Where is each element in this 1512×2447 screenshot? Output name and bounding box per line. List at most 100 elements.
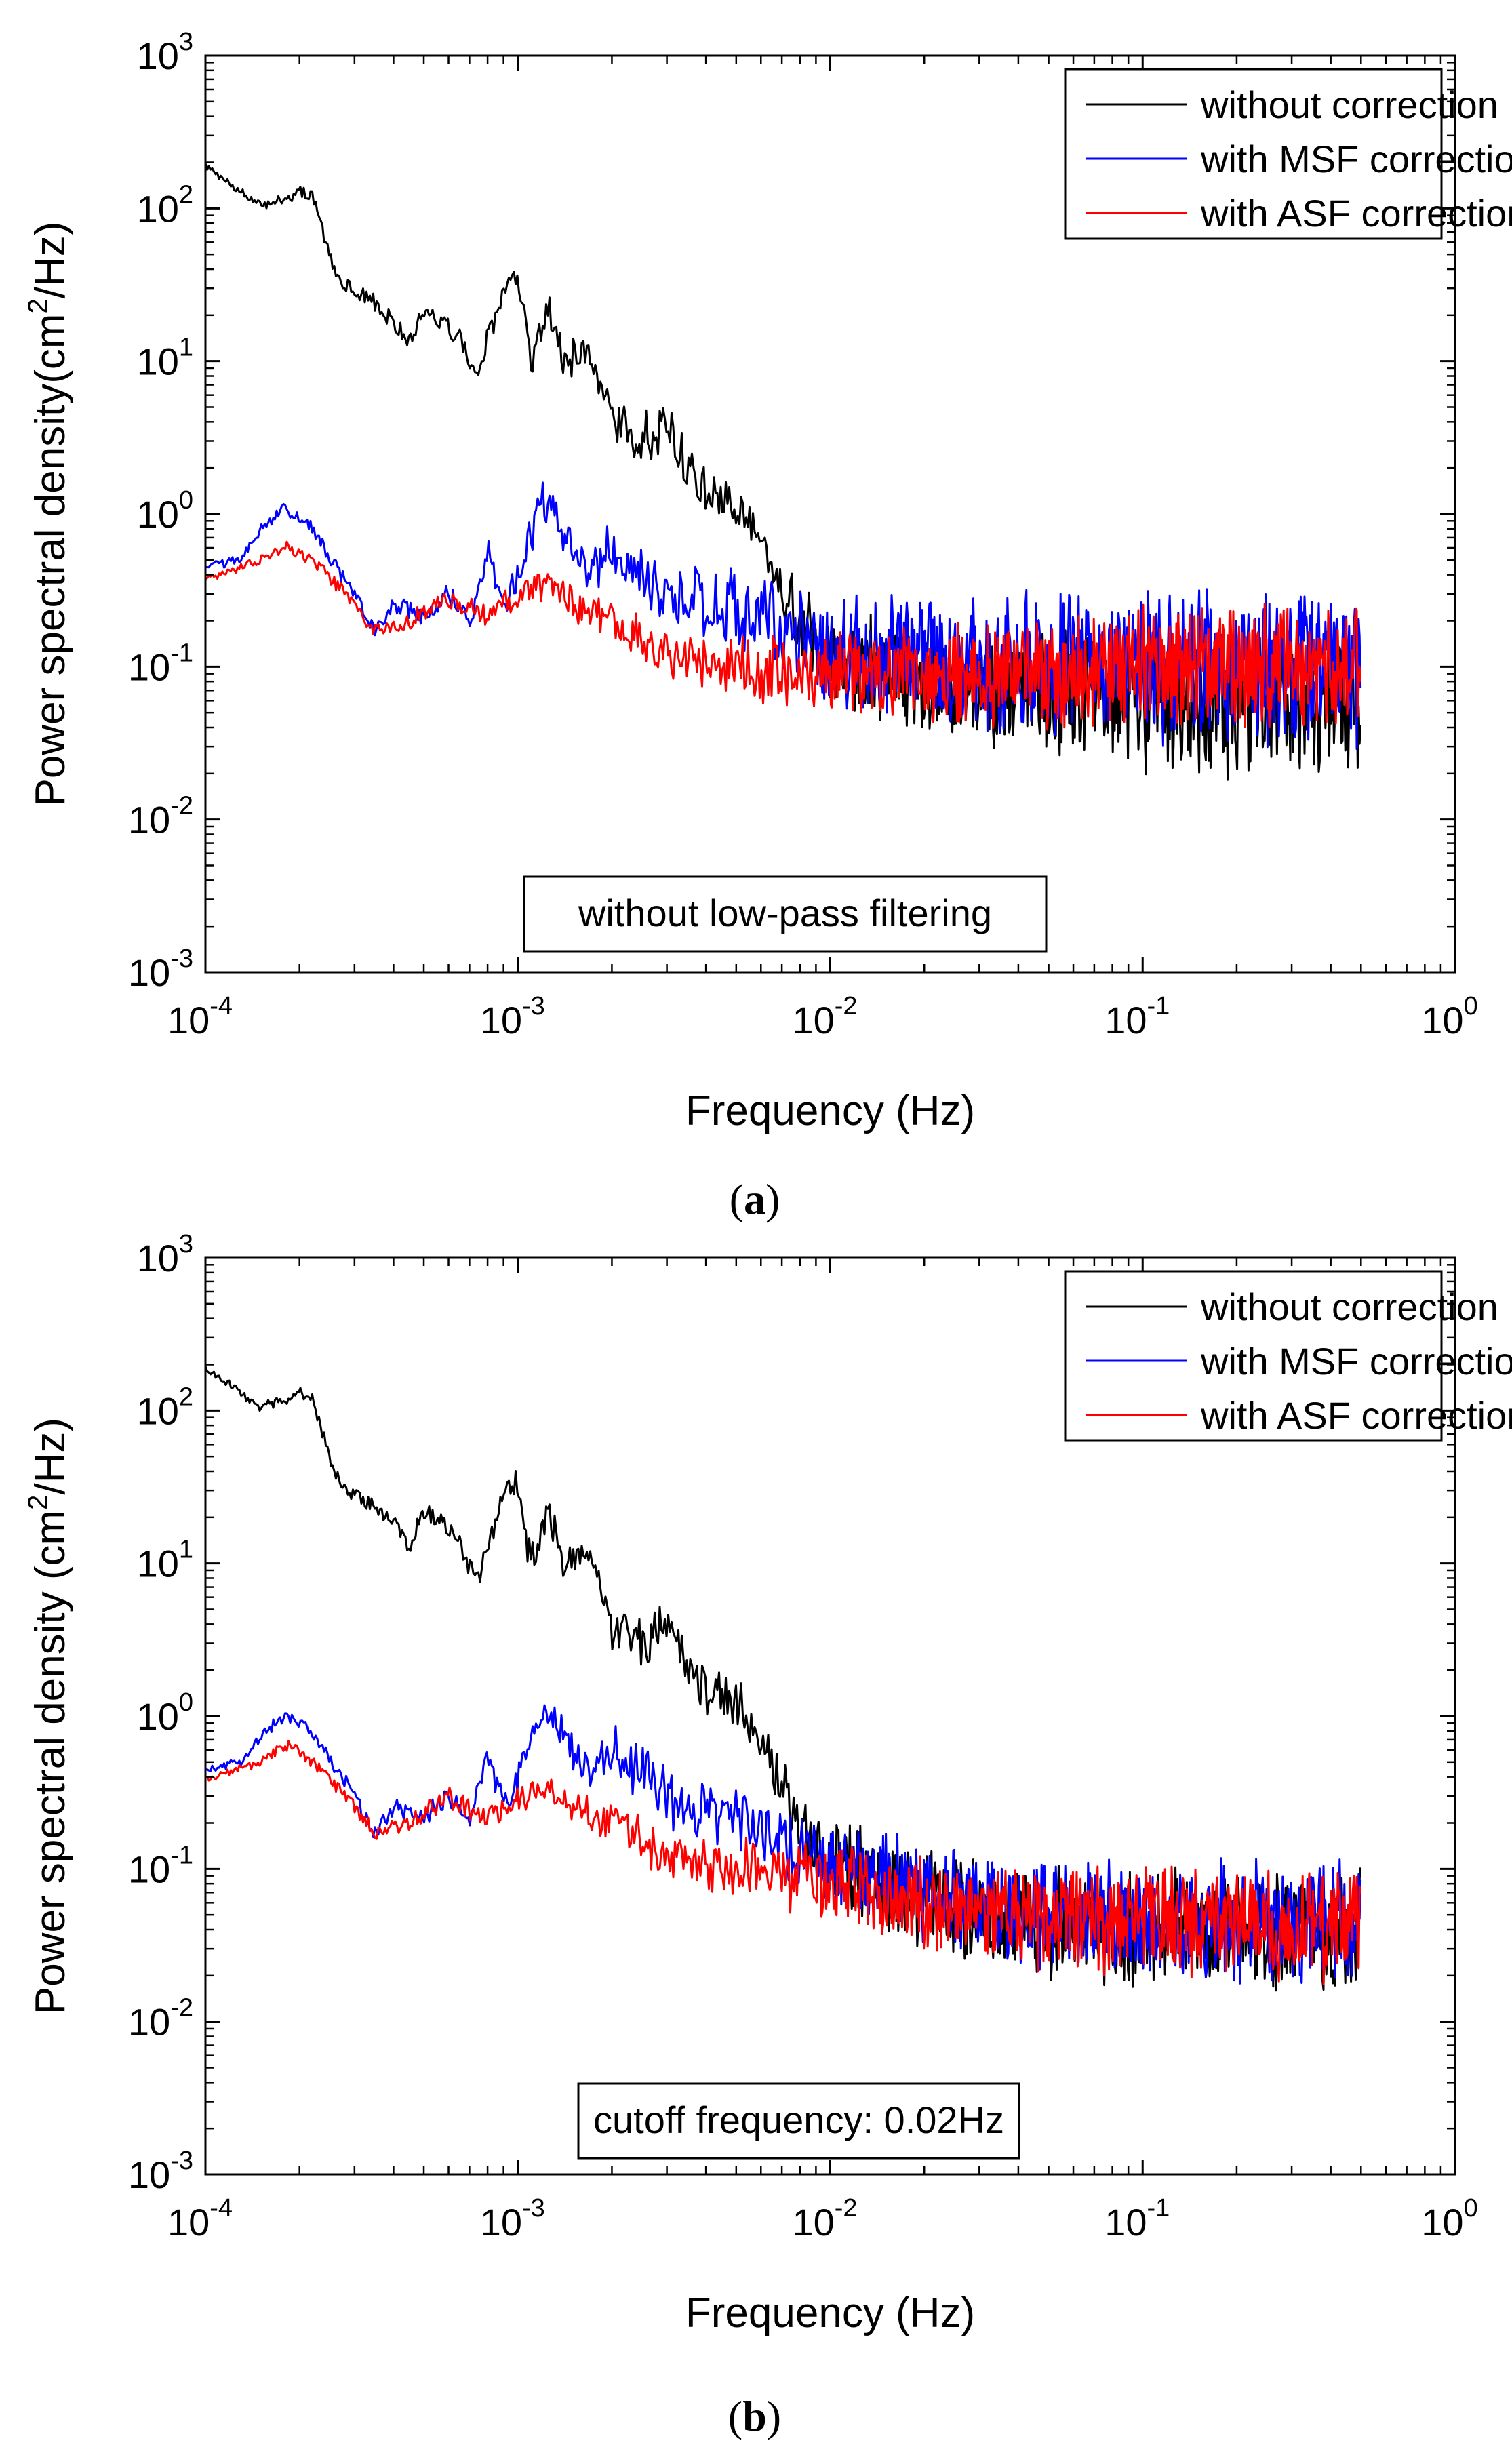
x-tick-base: 10: [167, 2201, 210, 2244]
y-tick-base: 10: [128, 2153, 170, 2196]
legend-box: [1064, 1270, 1443, 1442]
series-group: [205, 163, 1362, 781]
y-tick-label: 102: [137, 1382, 193, 1432]
x-tick-exp: -2: [835, 992, 858, 1020]
x-tick-exp: -1: [1147, 992, 1170, 1020]
chart-panel-a: 10-4 10-3 10-2 10-1 10010-310-210-1100101102…: [23, 28, 1512, 1223]
legend-label-without: without correction: [1200, 83, 1498, 126]
x-tick-label: 100: [1421, 992, 1477, 1041]
y-tick-label: 100: [137, 486, 193, 536]
y-tick-label: 10-2: [128, 1994, 193, 2044]
y-tick-base: 10: [137, 1695, 179, 1738]
legend: without correction with MSF correction wit…: [1064, 1270, 1512, 1442]
y-axis-label-prefix: Power spectral density(cm: [27, 313, 74, 806]
y-tick-exp: -1: [170, 639, 193, 667]
y-tick-base: 10: [137, 493, 179, 536]
y-tick-base: 10: [128, 951, 170, 994]
x-tick-label: 10-2: [792, 2194, 857, 2244]
legend-label-msf: with MSF correction: [1200, 1340, 1512, 1382]
y-tick-exp: 3: [179, 28, 193, 56]
y-tick-exp: -1: [170, 1841, 193, 1869]
annotation: cutoff frequency: 0.02Hz: [577, 2082, 1020, 2160]
y-tick-base: 10: [137, 187, 179, 230]
y-tick-label: 10-2: [128, 792, 193, 841]
y-tick-base: 10: [128, 645, 170, 688]
legend-label-msf: with MSF correction: [1200, 138, 1512, 180]
y-tick-exp: -2: [170, 792, 193, 820]
x-tick-label: 10-1: [1105, 992, 1170, 1041]
y-axis-label-sup: 2: [23, 1495, 53, 1510]
caption-letter: b: [742, 2392, 767, 2440]
x-tick-base: 10: [1421, 999, 1463, 1041]
series-group: [205, 1366, 1362, 1992]
x-tick-base: 10: [480, 2201, 522, 2244]
annotation-text: cutoff frequency: 0.02Hz: [593, 2098, 1004, 2141]
x-tick-base: 10: [792, 2201, 834, 2244]
x-tick-exp: -3: [522, 992, 545, 1020]
x-tick-label: 10-3: [480, 992, 545, 1041]
y-tick-exp: 0: [179, 486, 193, 515]
x-axis-label: Frequency (Hz): [685, 2290, 975, 2336]
y-tick-exp: 1: [179, 1536, 193, 1564]
x-axis-label: Frequency (Hz): [685, 1088, 975, 1134]
y-tick-base: 10: [137, 1543, 179, 1585]
x-tick-exp: 0: [1464, 992, 1478, 1020]
x-tick-exp: -1: [1147, 2194, 1170, 2223]
x-tick-base: 10: [792, 999, 834, 1041]
caption-close-paren: ): [765, 1175, 780, 1223]
caption-open-paren: (: [728, 2392, 742, 2440]
x-tick-base: 10: [480, 999, 522, 1041]
y-tick-label: 10-1: [128, 639, 193, 688]
y-tick-exp: 2: [179, 180, 193, 209]
y-axis-label-suffix: /Hz): [27, 222, 74, 299]
y-tick-base: 10: [128, 2001, 170, 2044]
y-tick-exp: 3: [179, 1230, 193, 1258]
y-tick-label: 102: [137, 180, 193, 230]
y-tick-exp: -3: [170, 944, 193, 973]
panel-caption: (b): [728, 2392, 781, 2440]
legend-label-without: without correction: [1200, 1286, 1498, 1328]
y-tick-label: 103: [137, 28, 193, 77]
chart-panel-b: 10-4 10-3 10-2 10-1 10010-310-210-1100101102…: [23, 1230, 1512, 2440]
series-line-asf: [205, 1740, 1362, 1986]
x-tick-label: 10-4: [167, 992, 233, 1041]
series-line-asf: [205, 540, 1362, 731]
x-tick-base: 10: [1105, 2201, 1147, 2244]
legend-box: [1064, 68, 1443, 240]
y-tick-exp: -2: [170, 1994, 193, 2023]
y-tick-label: 101: [137, 334, 193, 383]
y-axis-label: Power spectral density(cm2/Hz): [23, 222, 74, 807]
caption-close-paren: ): [767, 2392, 781, 2440]
annotation-box: [523, 875, 1048, 953]
x-tick-base: 10: [167, 999, 210, 1041]
x-tick-label: 10-2: [792, 992, 857, 1041]
annotation-text: without low-pass filtering: [578, 892, 992, 934]
y-tick-exp: 1: [179, 334, 193, 362]
y-tick-base: 10: [137, 340, 179, 383]
y-tick-base: 10: [137, 1389, 179, 1432]
x-tick-base: 10: [1421, 2201, 1463, 2244]
y-tick-exp: -3: [170, 2147, 193, 2175]
y-tick-label: 101: [137, 1536, 193, 1585]
y-tick-base: 10: [137, 1237, 179, 1279]
series-line-without: [205, 1366, 1362, 1992]
x-tick-exp: -4: [210, 2194, 233, 2223]
legend-label-asf: with ASF correction: [1200, 192, 1512, 235]
y-tick-base: 10: [128, 799, 170, 841]
y-axis-label-prefix: Power spectral density (cm: [27, 1510, 74, 2014]
x-tick-exp: -2: [835, 2194, 858, 2223]
x-tick-exp: -4: [210, 992, 233, 1020]
annotation: without low-pass filtering: [523, 875, 1048, 953]
y-tick-label: 10-3: [128, 2147, 193, 2196]
panel-caption: (a): [730, 1175, 780, 1223]
x-tick-exp: -3: [522, 2194, 545, 2223]
x-tick-label: 10-1: [1105, 2194, 1170, 2244]
x-tick-exp: 0: [1464, 2194, 1478, 2223]
x-tick-label: 10-4: [167, 2194, 233, 2244]
caption-open-paren: (: [730, 1175, 744, 1223]
y-tick-base: 10: [128, 1848, 170, 1890]
y-axis-label-suffix: /Hz): [27, 1418, 74, 1495]
y-tick-exp: 0: [179, 1688, 193, 1717]
y-tick-exp: 2: [179, 1382, 193, 1411]
